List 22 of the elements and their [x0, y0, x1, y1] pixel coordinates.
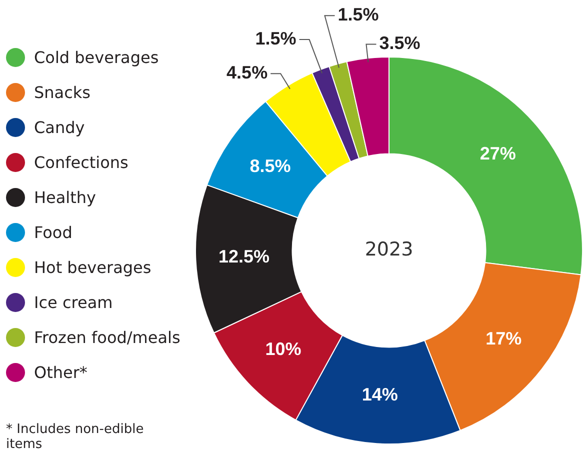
legend-label: Hot beverages	[34, 258, 152, 277]
data-label: 10%	[265, 338, 302, 359]
data-label: 4.5%	[226, 62, 268, 83]
data-label: 1.5%	[338, 4, 379, 25]
legend-label: Snacks	[34, 83, 90, 102]
text: * Includes non-edible items	[6, 422, 145, 452]
text: 2023	[364, 238, 414, 260]
legend-label: Food	[34, 223, 72, 242]
legend-label: Cold beverages	[34, 48, 159, 67]
data-label: 1.5%	[255, 28, 296, 49]
data-label: 27%	[480, 143, 516, 164]
legend-label: Ice cream	[34, 293, 113, 312]
legend-label: Frozen food/meals	[34, 328, 180, 347]
data-label: 17%	[486, 328, 522, 348]
data-label: 12.5%	[218, 246, 270, 266]
legend-label: Candy	[34, 118, 85, 137]
legend-label: Confections	[34, 153, 128, 172]
data-label: 3.5%	[379, 33, 420, 54]
legend-label: Other*	[34, 363, 88, 382]
data-label: 8.5%	[250, 156, 291, 176]
data-label: 14%	[362, 384, 398, 404]
legend-label: Healthy	[34, 188, 96, 207]
